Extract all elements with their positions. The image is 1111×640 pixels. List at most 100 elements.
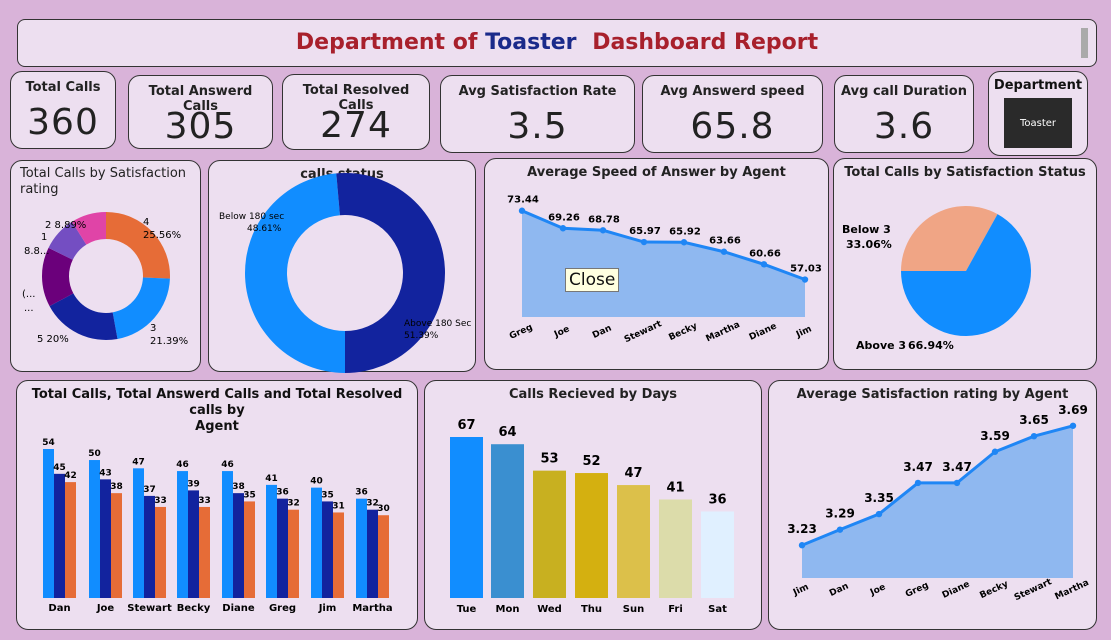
pie-slice <box>48 221 87 260</box>
bar <box>367 509 378 598</box>
data-label: 38 <box>110 482 123 492</box>
data-label: 60.66 <box>749 248 781 259</box>
data-label: 63.66 <box>709 236 741 247</box>
slice-label: 4 <box>143 217 149 228</box>
data-label: 46 <box>221 460 234 470</box>
data-label: 3.69 <box>1058 403 1088 417</box>
data-point <box>1030 432 1038 440</box>
data-point <box>559 225 567 232</box>
data-point <box>914 479 922 487</box>
data-label: 36 <box>708 492 726 507</box>
data-point <box>680 239 688 246</box>
bar <box>378 515 389 598</box>
data-label: 73.44 <box>507 195 539 206</box>
pie-slice <box>71 212 106 245</box>
data-label: 46 <box>176 460 189 470</box>
department-toaster-button[interactable]: Toaster <box>1004 98 1072 148</box>
category-label: Dan <box>828 581 850 598</box>
category-label: Jim <box>794 324 813 340</box>
chart-title: Calls Recieved by Days <box>508 387 678 402</box>
slice-label: 66.94% <box>908 339 954 352</box>
department-slicer: Department Toaster <box>988 71 1088 156</box>
bar <box>177 471 188 598</box>
series-line <box>521 209 806 281</box>
category-label: Joe <box>96 603 115 614</box>
kpi-value: 360 <box>27 102 99 143</box>
calls-status-donut-chart: Below 180 sec 48.61% Above 180 Sec 51.39… <box>219 172 471 373</box>
series-line <box>801 424 1074 547</box>
kpi-total-calls: Total Calls 360 <box>10 71 116 149</box>
bar <box>322 501 333 598</box>
data-point <box>875 510 883 518</box>
data-point <box>599 227 607 234</box>
data-label: 35 <box>243 490 256 500</box>
slice-label: 21.39% <box>150 336 188 347</box>
kpi-label: Avg Answerd speed <box>660 84 805 99</box>
page-title: Department of Toaster Dashboard Report <box>18 30 1096 55</box>
bar <box>277 498 288 598</box>
data-label: 36 <box>355 488 368 498</box>
scrollbar-handle[interactable] <box>1081 28 1088 58</box>
area-fill <box>802 425 1073 578</box>
data-label: 69.26 <box>548 212 580 223</box>
data-label: 42 <box>64 471 77 481</box>
category-label: Wed <box>537 604 562 615</box>
pie-slice <box>901 214 1031 336</box>
avg-satisfaction-agent-panel: Average Satisfaction rating by Agent 3.2… <box>768 380 1097 630</box>
slice-label: Below 180 sec <box>219 212 284 222</box>
bar <box>533 470 566 598</box>
bar <box>617 485 650 598</box>
chart-title: Average Satisfaction rating by Agent <box>796 387 1069 402</box>
bar <box>222 471 233 598</box>
data-label: 32 <box>366 499 379 509</box>
category-label: Sat <box>708 604 727 615</box>
category-label: Sun <box>623 604 644 615</box>
kpi-value: 3.6 <box>873 106 935 147</box>
pie-slice <box>49 293 118 340</box>
slice-label: 8.8... <box>24 246 49 257</box>
category-label: Stewart <box>623 319 664 345</box>
data-point <box>836 526 844 533</box>
data-label: 47 <box>132 457 145 467</box>
pie-slice <box>112 277 170 339</box>
data-label: 38 <box>232 482 245 492</box>
bar <box>65 482 76 598</box>
close-tooltip[interactable]: Close <box>565 268 620 292</box>
calls-by-agent-bar-chart: 54 50 47 46 46 41 40 36 45 43 37 39 38 36 35 32 42 38 33 33… <box>42 438 392 614</box>
bar <box>333 512 344 598</box>
bar <box>111 493 122 598</box>
data-label: 31 <box>332 501 345 511</box>
category-label: Dan <box>48 603 70 614</box>
bar <box>233 493 244 598</box>
bar <box>54 473 65 598</box>
category-label: Greg <box>269 603 296 614</box>
category-label: Diane <box>941 579 972 600</box>
kpi-label: Total Calls <box>25 80 101 95</box>
chart-title: Total Calls by Satisfaction rating <box>20 166 187 197</box>
pie-slice <box>42 247 74 307</box>
data-point <box>953 479 961 487</box>
data-point <box>801 276 809 283</box>
data-point <box>991 448 999 455</box>
avg-speed-area-chart: 73.44 69.26 68.78 65.97 65.92 63.66 60.66 57.03… <box>507 195 822 345</box>
bar <box>659 499 692 598</box>
data-point <box>1069 422 1077 429</box>
bar <box>288 509 299 598</box>
pie-slice <box>336 172 446 373</box>
data-point <box>640 238 648 246</box>
calls-status-panel: calls status Below 180 sec 48.61% Above … <box>208 160 476 373</box>
category-label: Tue <box>457 604 477 615</box>
category-label: Martha <box>705 320 742 344</box>
kpi-value: 305 <box>164 106 237 147</box>
data-label: 53 <box>540 452 558 467</box>
slice-label: Above 3 <box>856 339 906 352</box>
bar <box>311 487 322 598</box>
data-label: 33 <box>198 496 211 506</box>
bar <box>155 506 166 598</box>
slice-label: 33.06% <box>846 238 892 251</box>
data-label: 50 <box>88 449 101 459</box>
data-label: 47 <box>624 466 642 481</box>
title-part-1: Department of <box>295 30 478 55</box>
data-label: 68.78 <box>588 214 620 225</box>
data-point <box>518 207 526 214</box>
